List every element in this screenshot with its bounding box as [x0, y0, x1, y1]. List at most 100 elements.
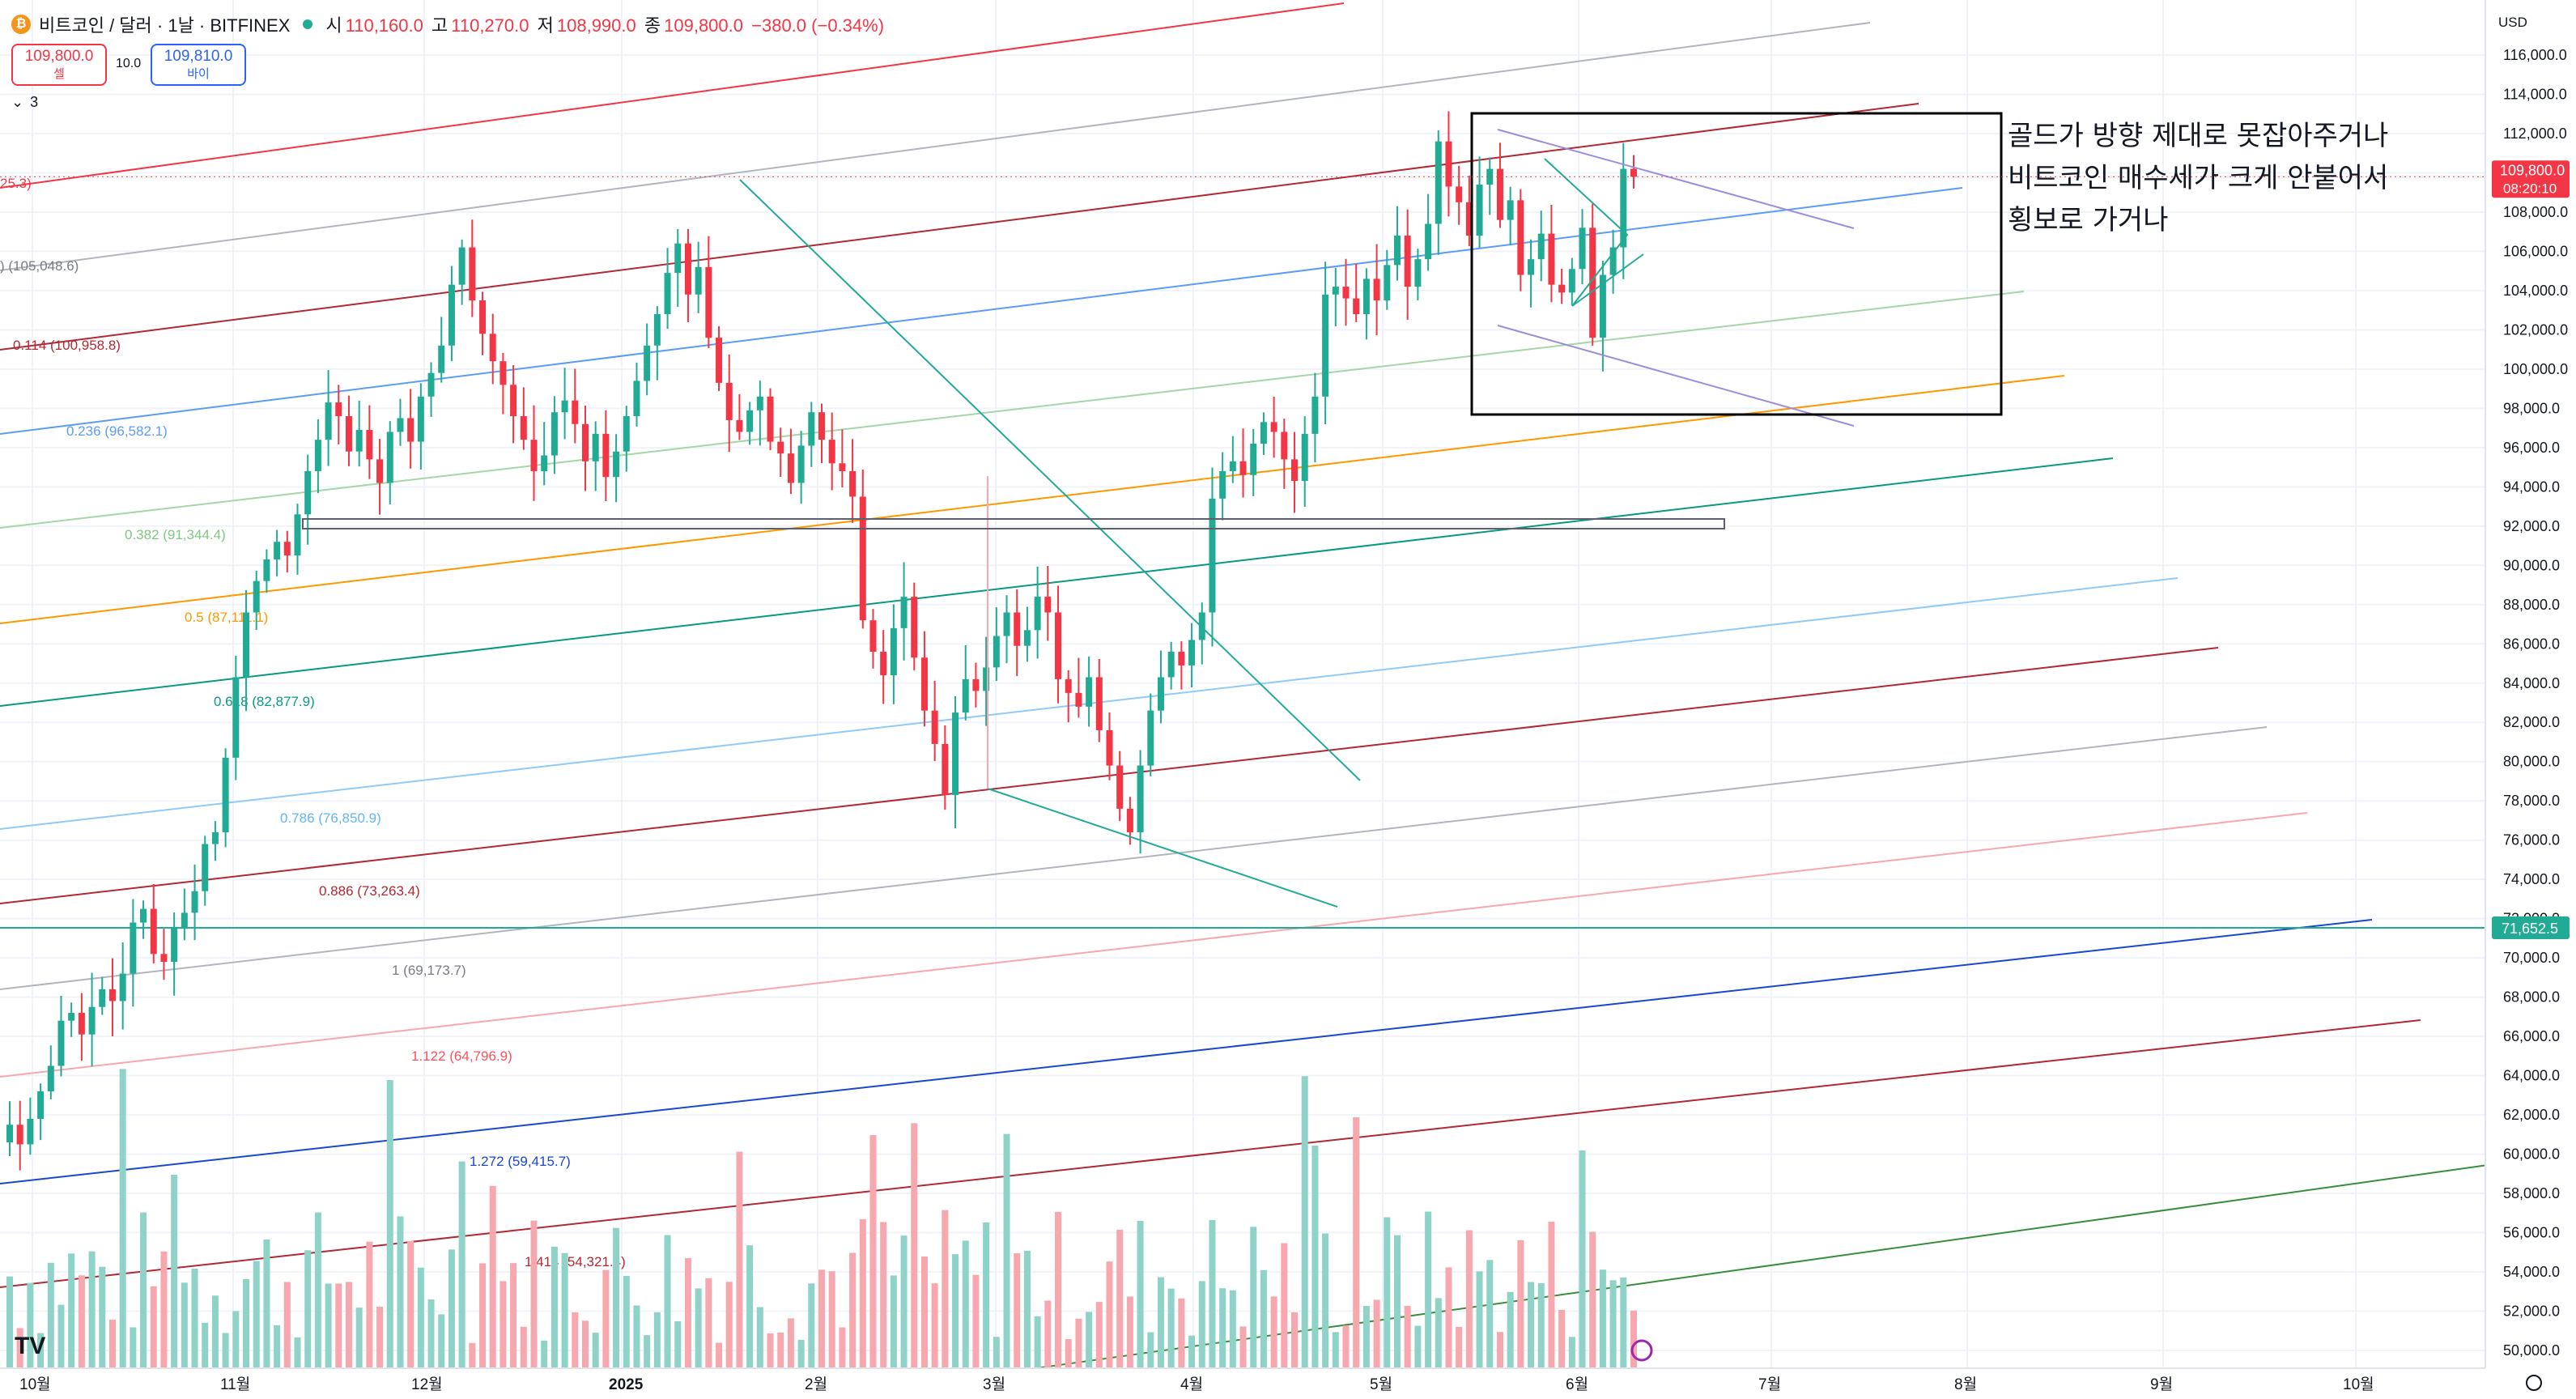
- candle-body: [1281, 432, 1288, 460]
- volume-bar: [1393, 1235, 1401, 1368]
- candle-body: [1095, 677, 1103, 730]
- volume-bar: [304, 1250, 312, 1368]
- candle-body: [1435, 141, 1442, 224]
- candle-body: [1393, 236, 1401, 266]
- price-tick-label: 70,000.0: [2503, 950, 2560, 966]
- candle-body: [274, 542, 281, 560]
- fib-channel-line: [0, 812, 2308, 1078]
- volume-bar: [417, 1267, 424, 1368]
- volume-bar: [108, 1320, 116, 1368]
- volume-bar: [160, 1251, 168, 1368]
- candle-body: [993, 636, 1000, 668]
- indicators-toggle[interactable]: ⌄ 3: [11, 94, 38, 111]
- fib-channel-line: [0, 291, 2025, 529]
- volume-bar: [602, 1269, 610, 1368]
- volume-bar: [1034, 1316, 1041, 1368]
- candle-body: [1229, 461, 1236, 471]
- candle-body: [314, 440, 321, 471]
- price-tick-label: 82,000.0: [2503, 714, 2560, 730]
- volume-bar: [37, 1333, 45, 1368]
- symbol-title[interactable]: 비트코인 / 달러 · 1날 · BITFINEX: [39, 15, 291, 36]
- candle-body: [1579, 227, 1586, 270]
- candle-body: [335, 402, 342, 417]
- price-tick-label: 96,000.0: [2503, 440, 2560, 456]
- volume-bar: [1116, 1229, 1124, 1368]
- consolidation-box: [1470, 112, 2003, 416]
- tradingview-logo-icon: TV: [15, 1333, 45, 1359]
- candle-body: [489, 334, 496, 362]
- price-tick-label: 90,000.0: [2503, 557, 2560, 573]
- volume-bar: [664, 1235, 671, 1368]
- candle-body: [561, 400, 568, 413]
- candle-body: [1322, 294, 1329, 397]
- candle-body: [1250, 444, 1257, 475]
- price-tick-label: 114,000.0: [2503, 86, 2567, 102]
- volume-bar: [653, 1312, 661, 1368]
- candle-body: [1507, 200, 1514, 220]
- currency-label[interactable]: USD: [2498, 15, 2527, 30]
- fib-channel-line: [0, 2, 1345, 189]
- volume-bar: [581, 1320, 589, 1368]
- candle-body: [1445, 141, 1452, 187]
- candle-body: [6, 1125, 13, 1143]
- candle-body: [818, 412, 825, 440]
- buy-button[interactable]: 109,810.0 바이: [151, 44, 246, 86]
- volume-bar: [520, 1326, 527, 1368]
- price-tick-label: 50,000.0: [2503, 1342, 2560, 1359]
- volume-bar: [1496, 1332, 1503, 1368]
- volume-bar: [839, 1327, 846, 1368]
- candle-body: [1270, 422, 1277, 432]
- candle-body: [1589, 227, 1596, 338]
- volume-bar: [592, 1333, 599, 1368]
- volume-bar: [1095, 1302, 1103, 1368]
- volume-bar: [16, 1328, 23, 1368]
- volume-bar: [211, 1295, 219, 1368]
- candle-body: [1188, 640, 1196, 665]
- volume-bar: [1630, 1310, 1637, 1368]
- candle-body: [705, 266, 712, 338]
- candle-body: [716, 338, 723, 383]
- candle-body: [664, 273, 671, 314]
- volume-bar: [57, 1304, 65, 1368]
- candle-body: [355, 430, 363, 452]
- price-tick-label: 104,000.0: [2503, 283, 2568, 299]
- fib-channel-line: [0, 103, 1919, 351]
- volume-bar: [1548, 1221, 1555, 1368]
- candle-body: [1065, 678, 1072, 693]
- chevron-down-icon: ⌄: [11, 94, 24, 110]
- volume-bar: [1332, 1332, 1339, 1368]
- price-tick-label: 54,000.0: [2503, 1264, 2560, 1280]
- price-tick-label: 88,000.0: [2503, 597, 2560, 613]
- wedge-line: [1497, 325, 1855, 427]
- volume-bar: [787, 1318, 794, 1368]
- candle-body: [438, 345, 445, 373]
- volume-bar: [119, 1069, 126, 1368]
- candle-body: [140, 908, 147, 923]
- fib-level-label: 1.414 (54,321.4): [525, 1254, 626, 1269]
- close-value: 109,800.0: [664, 15, 743, 36]
- price-tick-label: 84,000.0: [2503, 675, 2560, 691]
- sell-button[interactable]: 109,800.0 셀: [11, 44, 107, 86]
- volume-bar: [1558, 1309, 1566, 1368]
- volume-bar: [942, 1210, 949, 1368]
- volume-bar: [1044, 1300, 1052, 1368]
- volume-bar: [1167, 1288, 1175, 1368]
- sell-label: 셀: [53, 67, 65, 81]
- volume-bar: [1086, 1312, 1093, 1368]
- candle-body: [1496, 168, 1503, 220]
- candle-body: [1620, 168, 1627, 248]
- candle-body: [16, 1125, 23, 1145]
- volume-bar: [1055, 1211, 1062, 1368]
- current-price-label: 109,800.0: [2500, 162, 2565, 178]
- candle-body: [1178, 651, 1185, 665]
- volume-bar: [1373, 1299, 1380, 1368]
- candle-body: [294, 514, 301, 556]
- candle-body: [890, 627, 897, 676]
- candle-body: [797, 445, 805, 483]
- fib-channel-line: [0, 22, 1871, 271]
- volume-bar: [99, 1266, 106, 1368]
- buy-price: 109,810.0: [164, 48, 233, 65]
- candle-body: [787, 453, 794, 483]
